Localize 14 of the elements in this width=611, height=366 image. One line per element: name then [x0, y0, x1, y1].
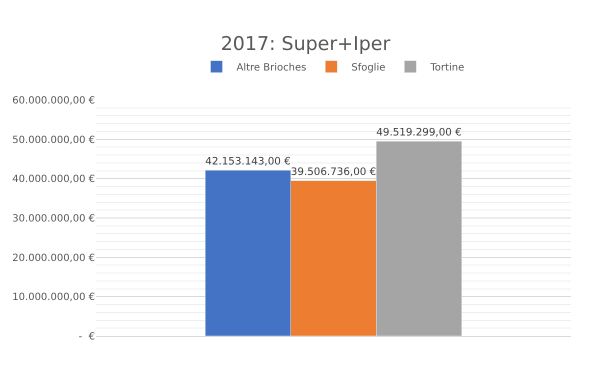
y-tick-label: 50.000.000,00 €	[12, 134, 95, 146]
legend-label: Tortine	[429, 62, 464, 74]
y-tick-label: 10.000.000,00 €	[12, 292, 95, 304]
y-tick-label: 30.000.000,00 €	[12, 214, 95, 224]
data-label: 49.519.299,00 €	[376, 126, 462, 138]
y-tick-label: - €	[78, 332, 95, 342]
y-tick-label: 60.000.000,00 €	[12, 96, 95, 106]
data-label: 39.506.736,00 €	[290, 166, 376, 178]
legend-label: Sfoglie	[351, 62, 386, 74]
legend-label: Altre Brioches	[236, 62, 306, 74]
y-tick-label: 40.000.000,00 €	[12, 174, 95, 186]
data-label: 42.153.143,00 €	[205, 155, 291, 168]
y-tick-label: 20.000.000,00 €	[12, 252, 95, 264]
chart-title: 2017: Super+Iper	[220, 32, 390, 55]
